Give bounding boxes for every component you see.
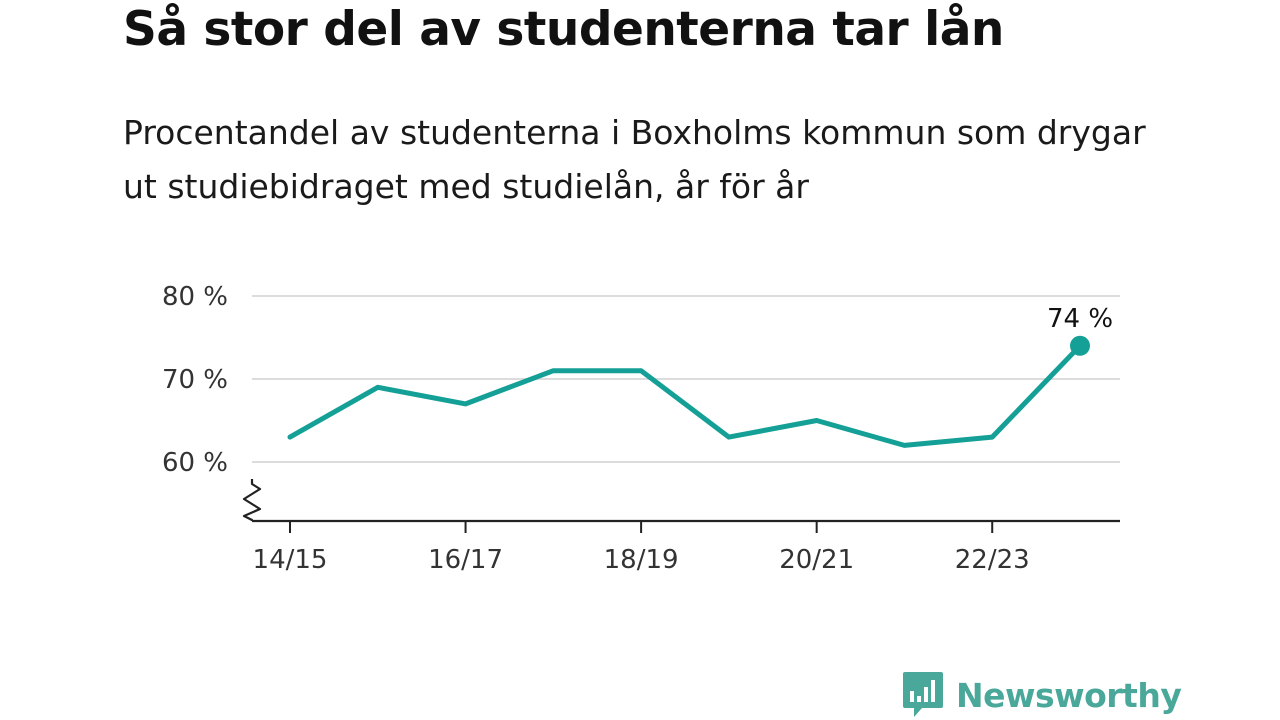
x-tick-label: 16/17: [428, 545, 503, 575]
newsworthy-logo: Newsworthy: [902, 671, 1182, 719]
line-chart: 60 % 70 % 80 % 14/15 16/17 18/19 20/21 22/23 7…: [162, 282, 1120, 575]
gridlines: [252, 295, 1120, 463]
series-line: [287, 343, 1083, 448]
y-axis-ticks: 60 % 70 % 80 %: [162, 282, 228, 478]
end-data-label: 74 %: [1047, 304, 1113, 334]
end-data-point: [1070, 335, 1090, 356]
y-tick-label: 70 %: [162, 365, 228, 395]
x-tick-label: 14/15: [253, 545, 328, 575]
x-tick-label: 18/19: [604, 545, 679, 575]
chart-title: Så stor del av studenterna tar lån: [123, 2, 1004, 57]
y-tick-label: 80 %: [162, 282, 228, 312]
x-tick-label: 20/21: [779, 545, 854, 575]
chart-subtitle: Procentandel av studenterna i Boxholms k…: [123, 113, 1146, 206]
y-axis-break-icon: [242, 479, 262, 522]
newsworthy-chart-icon: [903, 672, 943, 717]
brand-name: Newsworthy: [956, 675, 1182, 715]
y-tick-label: 60 %: [162, 448, 228, 478]
x-tick-label: 22/23: [955, 545, 1030, 575]
x-axis-ticks: 14/15 16/17 18/19 20/21 22/23: [253, 521, 1030, 575]
